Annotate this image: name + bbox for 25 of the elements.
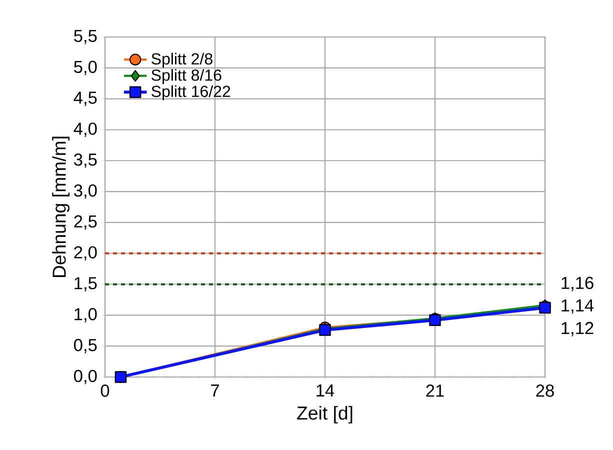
x-axis-title: Zeit [d] bbox=[297, 406, 352, 424]
y-tick-label: 2,5 bbox=[74, 215, 97, 230]
legend-label: Splitt 8/16 bbox=[152, 69, 222, 84]
x-tick-label: 14 bbox=[316, 384, 334, 396]
y-tick-label: 3,5 bbox=[74, 153, 97, 168]
y-tick-label: 4,5 bbox=[74, 92, 97, 106]
y-tick-label: 0,0 bbox=[74, 370, 97, 384]
y-tick-label: 4,0 bbox=[74, 122, 97, 137]
legend-label: Splitt 16/22 bbox=[152, 85, 230, 100]
x-tick-label: 28 bbox=[536, 384, 554, 397]
y-tick-label: 0,5 bbox=[74, 338, 97, 354]
data-label: 1,16 bbox=[562, 276, 594, 292]
x-tick-label: 7 bbox=[211, 384, 219, 396]
y-tick-label: 5,0 bbox=[74, 60, 97, 76]
y-tick-label: 3,0 bbox=[74, 184, 97, 199]
y-tick-label: 2,0 bbox=[74, 246, 97, 261]
y-axis-title: Dehnung [mm/m] bbox=[52, 136, 70, 278]
x-tick-label: 0 bbox=[100, 384, 110, 397]
legend-label: Splitt 2/8 bbox=[152, 52, 212, 68]
y-tick-label: 5,5 bbox=[74, 30, 97, 44]
y-tick-label: 1,5 bbox=[74, 277, 97, 292]
data-label: 1,12 bbox=[562, 322, 594, 336]
x-tick-label: 21 bbox=[426, 384, 444, 397]
data-label: 1,14 bbox=[562, 299, 594, 314]
y-tick-label: 1,0 bbox=[74, 308, 97, 322]
